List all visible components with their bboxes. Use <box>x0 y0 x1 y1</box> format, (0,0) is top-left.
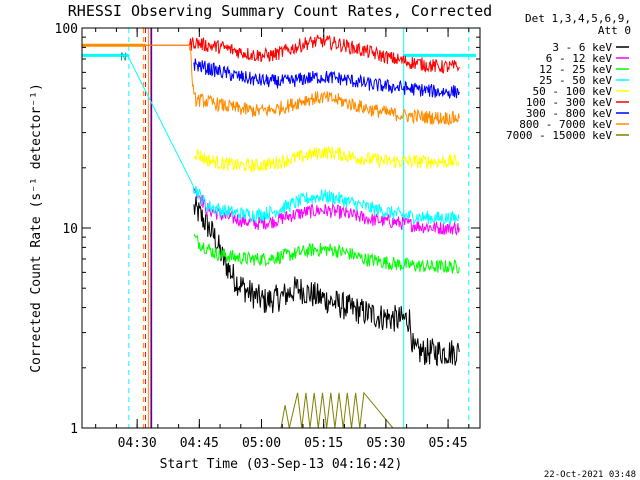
legend-label-12-25-kev: 12 - 25 keV <box>539 63 612 76</box>
legend-header-line: Att 0 <box>598 24 631 37</box>
x-axis-label: Start Time (03-Sep-13 04:16:42) <box>160 457 403 472</box>
series-line-300-800-kev <box>193 58 460 99</box>
x-tick-label: 05:00 <box>242 436 281 451</box>
legend-label-800-7000-kev: 800 - 7000 keV <box>519 118 612 131</box>
series-line-7000-15000-kev <box>185 391 394 428</box>
x-tick-label: 05:30 <box>366 436 405 451</box>
x-tick-label: 05:15 <box>304 436 343 451</box>
legend-label-25-50-kev: 25 - 50 keV <box>539 74 612 87</box>
legend-label-3-6-kev: 3 - 6 keV <box>552 41 612 54</box>
legend-header-line: Det 1,3,4,5,6,9, <box>525 12 631 25</box>
x-tick-label: 05:45 <box>429 436 468 451</box>
series-line-6-12-kev <box>193 186 460 236</box>
timestamp: 22-Oct-2021 03:48 <box>544 470 636 480</box>
legend-label-7000-15000-kev: 7000 - 15000 keV <box>506 129 612 142</box>
y-tick-label: 100 <box>55 22 78 37</box>
y-tick-label: 1 <box>70 422 78 437</box>
series-line-100-300-kev <box>144 34 460 74</box>
y-axis-label: Corrected Count Rate (s⁻¹ detector⁻¹) <box>29 83 44 373</box>
legend-label-6-12-kev: 6 - 12 keV <box>546 52 613 65</box>
series-line-50-100-kev <box>193 146 460 173</box>
series-line-12-25-kev <box>193 233 460 274</box>
chart-title: RHESSI Observing Summary Count Rates, Co… <box>68 2 492 20</box>
series-line-800-7000-kev <box>82 44 460 126</box>
legend-label-50-100-kev: 50 - 100 keV <box>533 85 613 98</box>
x-tick-label: 04:30 <box>118 436 157 451</box>
bar-segment-label: N <box>120 50 127 63</box>
legend-label-300-800-kev: 300 - 800 keV <box>526 107 612 120</box>
legend-label-100-300-kev: 100 - 300 keV <box>526 96 612 109</box>
series-line-25-50-kev <box>82 54 460 226</box>
y-tick-label: 10 <box>62 222 78 237</box>
x-tick-label: 04:45 <box>180 436 219 451</box>
series-line-3-6-kev <box>193 196 460 367</box>
